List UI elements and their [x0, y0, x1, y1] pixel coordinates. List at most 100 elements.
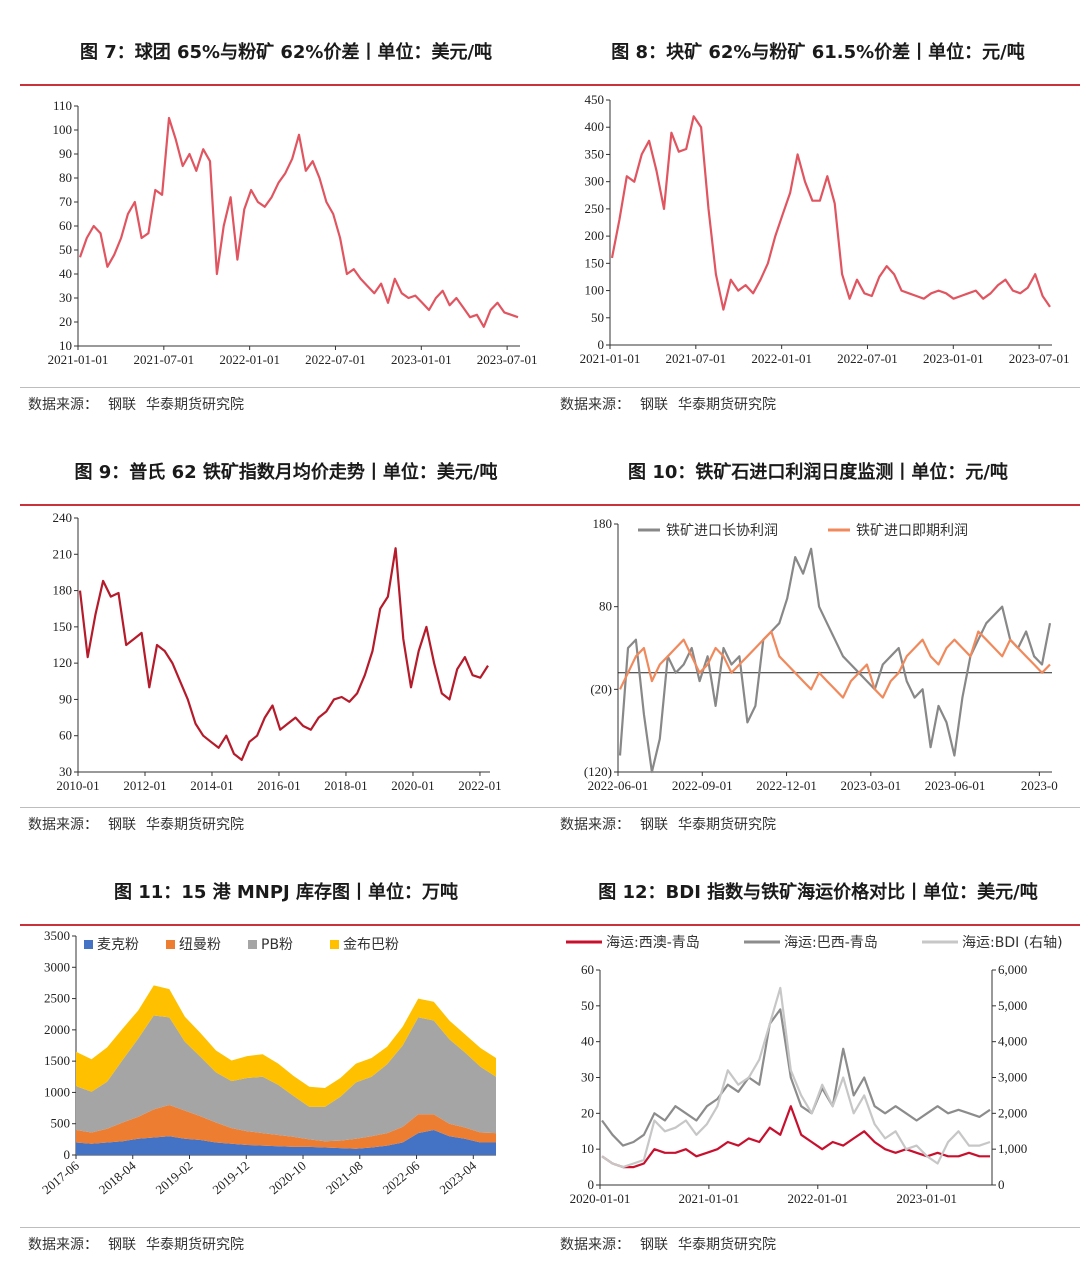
y-tick-label: 10: [59, 338, 72, 353]
source-note: 数据来源： 钢联 华泰期货研究院: [28, 1234, 254, 1254]
line-series-1: [601, 1008, 991, 1147]
chart-panel-fig10: 图 10：铁矿石进口利润日度监测丨单位：元/吨 180 80 (20) (120) 20…: [552, 430, 1080, 840]
chart-fig12: 0 10 20 30 40 50 60 0 1,000 2,000 3,000 4,000 5,000 6…: [566, 935, 1063, 1206]
y-tick-label: (120): [584, 764, 612, 779]
title-rule: [20, 504, 552, 506]
y-tick-label: 1000: [44, 1084, 70, 1099]
chart-title: 图 8：块矿 62%与粉矿 61.5%价差丨单位：元/吨: [611, 42, 1025, 63]
x-tick-label: 2021-01-01: [48, 352, 109, 367]
source-label: 数据来源：: [560, 397, 630, 413]
y-tick-label: 2000: [44, 1022, 70, 1037]
y-tick-label: 150: [585, 255, 605, 270]
legend-swatch: [84, 940, 93, 949]
x-tick-label: 2023-03-01: [840, 778, 901, 793]
source-label: 数据来源：: [28, 1237, 98, 1253]
y-tick-label: 50: [581, 998, 594, 1013]
y-tick-label: 150: [53, 619, 73, 634]
x-tick-label: 2021-07-01: [665, 351, 726, 366]
x-tick-label: 2022-01-01: [787, 1191, 848, 1206]
x-tick-label: 2023-0: [1021, 778, 1058, 793]
x-tick-label: 2010-01: [56, 778, 99, 793]
source-label: 数据来源：: [28, 817, 98, 833]
y-tick-label: 50: [591, 310, 604, 325]
y-tick-label: 60: [581, 962, 594, 977]
chart-title: 图 12：BDI 指数与铁矿海运价格对比丨单位：美元/吨: [598, 882, 1038, 903]
y-tick-label: 3500: [44, 928, 70, 943]
x-tick-label: 2022-06: [380, 1157, 423, 1197]
chart-panel-fig8: 图 8：块矿 62%与粉矿 61.5%价差丨单位：元/吨 0 50 100 150 20…: [552, 10, 1080, 420]
chart-fig10: 180 80 (20) (120)2022-06-01 2022-09-01 2022-1…: [584, 516, 1058, 793]
source-rule: [20, 1227, 552, 1228]
y-tick-label: 350: [585, 146, 605, 161]
y-tick-label: 180: [53, 583, 73, 598]
x-tick-label: 2021-08: [323, 1158, 366, 1197]
legend-swatch: [330, 940, 339, 949]
y-tick-label: 10: [581, 1141, 594, 1156]
line-series-0: [601, 1105, 990, 1169]
y-tick-label: 20: [59, 314, 72, 329]
x-tick-label: 2023-04: [436, 1157, 479, 1197]
x-tick-label: 2022-01-01: [751, 351, 812, 366]
y-tick-label: 300: [585, 174, 605, 189]
source-org: 钢联: [640, 1237, 668, 1253]
source-rule: [552, 387, 1080, 388]
y-tick-label: 210: [53, 546, 73, 561]
y2-tick-label: 1,000: [998, 1141, 1027, 1156]
y-tick-label: 3000: [44, 959, 70, 974]
y-tick-label: 400: [585, 119, 605, 134]
y-tick-label: 200: [585, 228, 605, 243]
x-tick-label: 2022-12-01: [756, 778, 817, 793]
x-tick-label: 2020-10: [266, 1158, 309, 1197]
x-tick-label: 2018-01: [324, 778, 367, 793]
chart-title: 图 9：普氏 62 铁矿指数月均价走势丨单位：美元/吨: [74, 462, 498, 483]
x-tick-label: 2014-01: [190, 778, 233, 793]
area-series-2: [76, 1015, 496, 1142]
source-label: 数据来源：: [28, 397, 98, 413]
legend-label: PB粉: [261, 937, 293, 953]
source-note: 数据来源： 钢联 华泰期货研究院: [28, 814, 254, 834]
x-tick-label: 2022-01-01: [219, 352, 280, 367]
source-institute: 华泰期货研究院: [678, 397, 776, 413]
line-series-0: [78, 547, 489, 761]
y2-tick-label: 5,000: [998, 998, 1027, 1013]
y-tick-label: (20): [590, 681, 612, 696]
y-tick-label: 0: [64, 1147, 71, 1162]
x-tick-label: 2021-01-01: [580, 351, 641, 366]
source-org: 钢联: [640, 817, 668, 833]
y-tick-label: 80: [59, 170, 72, 185]
legend-label: 海运:西澳-青岛: [606, 935, 700, 951]
x-tick-label: 2018-04: [96, 1157, 139, 1197]
x-tick-label: 2023-07-01: [477, 352, 538, 367]
x-tick-label: 2023-01-01: [923, 351, 984, 366]
x-tick-label: 2020-01: [391, 778, 434, 793]
chart-title: 图 7：球团 65%与粉矿 62%价差丨单位：美元/吨: [79, 42, 493, 63]
legend-label: 麦克粉: [97, 937, 139, 953]
source-rule: [552, 1227, 1080, 1228]
y2-tick-label: 2,000: [998, 1105, 1027, 1120]
legend-label: 纽曼粉: [179, 937, 221, 953]
x-tick-label: 2016-01: [257, 778, 300, 793]
y-tick-label: 1500: [44, 1053, 70, 1068]
y2-tick-label: 0: [998, 1177, 1005, 1192]
legend-label: 金布巴粉: [343, 937, 399, 953]
x-tick-label: 2023-01-01: [896, 1191, 957, 1206]
source-org: 钢联: [108, 397, 136, 413]
y-tick-label: 0: [588, 1177, 595, 1192]
source-org: 钢联: [108, 1237, 136, 1253]
chart-panel-fig7: 图 7：球团 65%与粉矿 62%价差丨单位：美元/吨 10 20 30 40 50 60…: [20, 10, 552, 420]
y-tick-label: 2500: [44, 991, 70, 1006]
source-note: 数据来源： 钢联 华泰期货研究院: [28, 394, 254, 414]
y-tick-label: 100: [585, 283, 605, 298]
y-tick-label: 30: [581, 1070, 594, 1085]
chart-fig7: 10 20 30 40 50 60 70 80 90 100 110 2021-01-01 2021-0…: [48, 98, 538, 367]
source-institute: 华泰期货研究院: [146, 397, 244, 413]
title-rule: [552, 84, 1080, 86]
y-tick-label: 90: [59, 146, 72, 161]
y-tick-label: 30: [59, 290, 72, 305]
source-institute: 华泰期货研究院: [678, 1237, 776, 1253]
source-rule: [552, 807, 1080, 808]
line-series-1: [619, 630, 1051, 699]
chart-title: 图 10：铁矿石进口利润日度监测丨单位：元/吨: [628, 462, 1008, 483]
chart-fig8: 0 50 100 150 200 250 300 350 400 450 2021-01-01 202…: [580, 92, 1070, 366]
y-tick-label: 80: [599, 599, 612, 614]
